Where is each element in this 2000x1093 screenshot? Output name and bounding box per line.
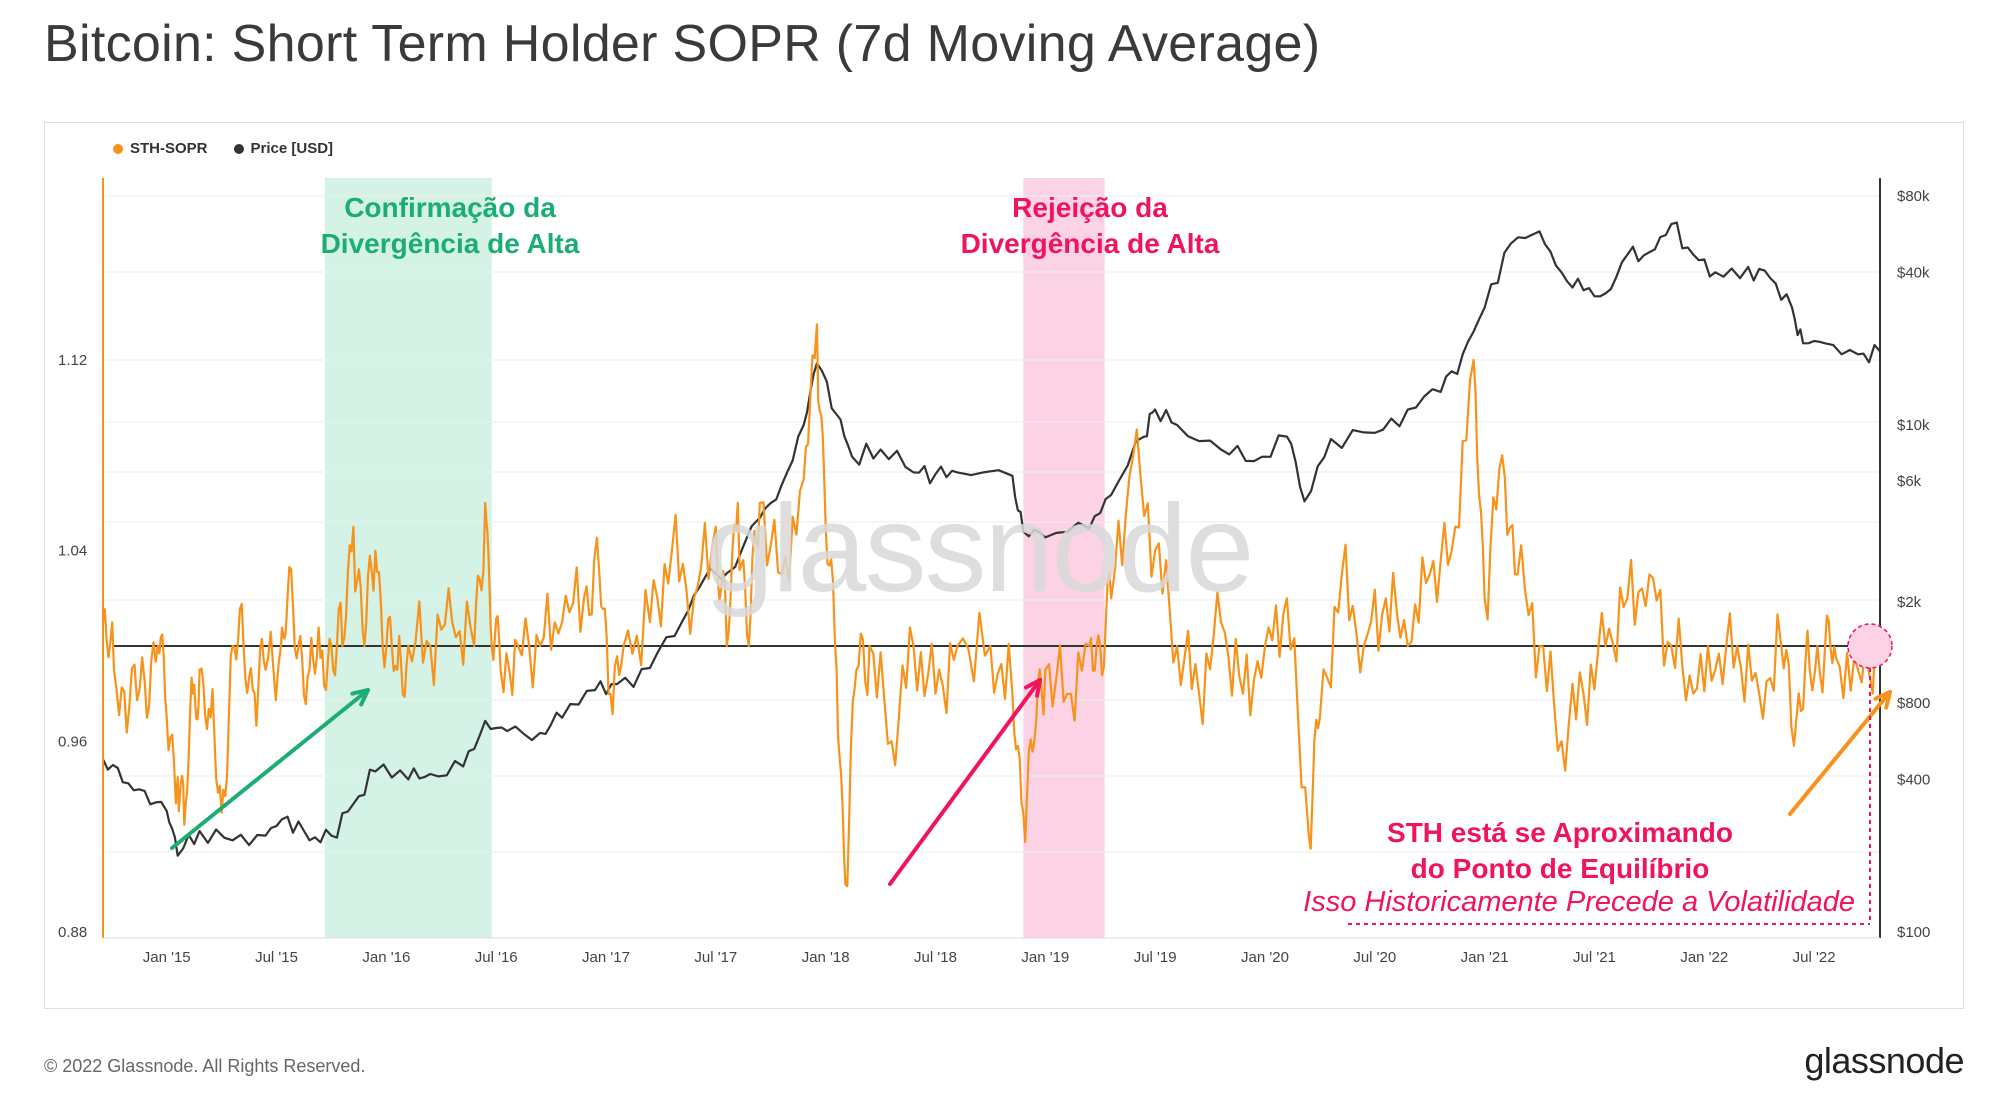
axes [102,178,1881,939]
annotation-bullish-confirmation: Confirmação da Divergência de Alta [280,190,620,262]
annotation-green-line2: Divergência de Alta [320,228,580,259]
legend-dot-price [233,143,244,154]
annotation-pink-line2: Divergência de Alta [960,228,1220,259]
legend: STH-SOPR Price [USD] [113,140,333,157]
legend-dot-sopr [113,143,123,154]
breakeven-circle [1847,623,1893,669]
x-tick-label: Jul '20 [1353,949,1396,966]
footer-copyright: © 2022 Glassnode. All Rights Reserved. [44,1056,366,1076]
sopr-line [101,323,1882,888]
x-tick-label: Jul '16 [475,949,518,966]
x-tick-label: Jan '16 [362,949,410,966]
y-left-tick-label: 0.88 [58,924,87,941]
annotation-sth-line2: do Ponto de Equilíbrio [1410,853,1710,884]
arrow-pink-head [1023,678,1042,698]
y-left-tick-label: 0.96 [58,733,87,750]
x-tick-label: Jan '17 [582,949,630,966]
annotation-arrows [170,623,1893,925]
highlight-bands [324,178,1105,938]
x-tick-label: Jan '22 [1680,949,1728,966]
gridlines [103,195,1880,853]
y-left-tick-label: 1.12 [58,352,87,369]
x-tick-label: Jan '18 [802,949,850,966]
x-tick-label: Jul '17 [694,949,737,966]
x-tick-label: Jan '19 [1021,949,1069,966]
legend-item-sopr[interactable]: STH-SOPR [113,140,208,157]
y-right-tick-label: $10k [1897,417,1930,434]
y-right-tick-label: $800 [1897,695,1930,712]
x-tick-label: Jul '19 [1134,949,1177,966]
annotation-green-line1: Confirmação da [344,192,556,223]
y-right-tick-label: $400 [1897,771,1930,788]
band-pink [1023,178,1105,938]
y-right-tick-label: $6k [1897,473,1922,490]
annotation-pink-line1: Rejeição da [1012,192,1168,223]
y-right-tick-label: $2k [1897,594,1922,611]
legend-label-sopr: STH-SOPR [130,140,208,157]
tick-labels: Jan '15 Jul '15 Jan '16 Jul '16 Jan '17 Jul '… [58,188,1930,966]
y-right-tick-label: $40k [1897,264,1930,281]
chart-title: Bitcoin: Short Term Holder SOPR (7d Movi… [44,15,1321,73]
y-right-tick-label: $80k [1897,188,1930,205]
annotation-sth-line1: STH está se Aproximando [1387,817,1733,848]
footer-logo: glassnode [1804,1040,1964,1081]
y-left-tick-label: 1.04 [58,543,87,560]
x-tick-label: Jul '21 [1573,949,1616,966]
watermark: glassnode [705,480,1254,618]
annotation-bullish-rejection: Rejeição da Divergência de Alta [920,190,1260,262]
legend-item-price[interactable]: Price [USD] [233,140,334,157]
x-tick-label: Jan '15 [143,949,191,966]
arrow-green [170,688,370,850]
arrow-orange [1788,690,1892,816]
annotation-sth-breakeven: STH está se Aproximando do Ponto de Equi… [1330,815,1790,887]
x-tick-label: Jul '18 [914,949,957,966]
sopr-series-group [101,323,1882,888]
legend-label-price: Price [USD] [250,140,334,157]
price-line [102,221,1881,857]
x-tick-label: Jul '15 [255,949,298,966]
x-tick-label: Jan '20 [1241,949,1289,966]
arrow-pink [888,678,1042,886]
y-right-tick-label: $100 [1897,924,1930,941]
arrow-orange-head [1873,690,1892,710]
arrow-green-head [350,688,370,707]
band-green [324,178,492,938]
x-tick-label: Jan '21 [1461,949,1509,966]
price-series-group [102,221,1881,857]
x-tick-label: Jul '22 [1793,949,1836,966]
annotation-volatility-note: Isso Historicamente Precede a Volatilida… [1303,886,1855,918]
